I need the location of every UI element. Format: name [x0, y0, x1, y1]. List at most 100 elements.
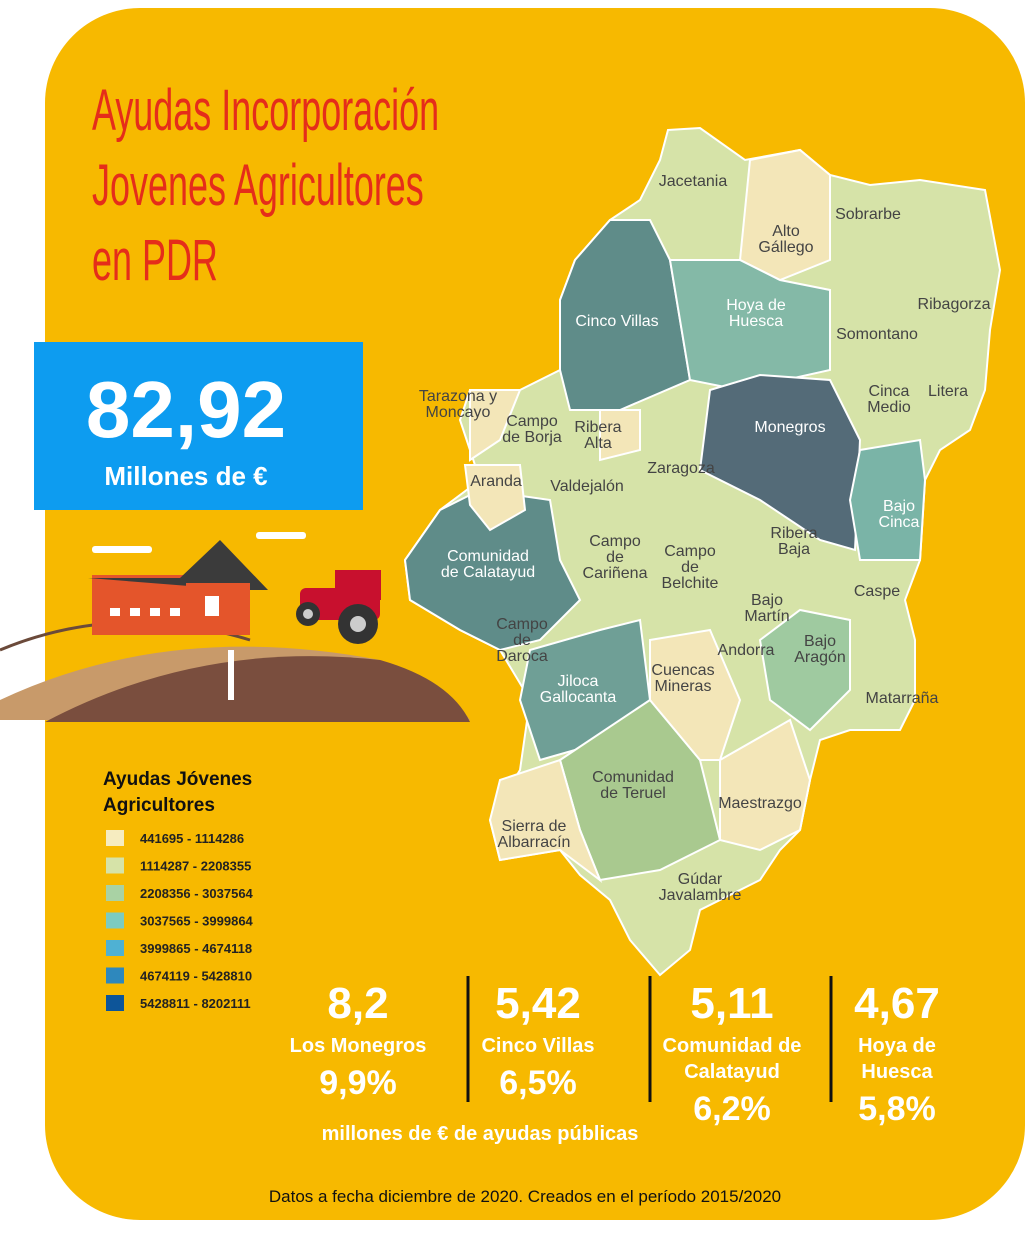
legend: Ayudas Jóvenes Agricultores 441695 - 11142… — [103, 769, 254, 1011]
stat-share: 5,8% — [858, 1090, 936, 1128]
region-label: Gúdar — [678, 871, 723, 888]
stat-value: 5,42 — [495, 979, 581, 1028]
region-shape — [758, 608, 851, 732]
region-label: Cariñena — [583, 565, 648, 582]
region-label: Somontano — [836, 326, 918, 343]
region-shape — [848, 438, 927, 561]
region-shape — [463, 464, 527, 532]
stat-share: 6,2% — [693, 1090, 771, 1128]
region-label: de Calatayud — [441, 564, 535, 581]
region-label: Gállego — [758, 239, 813, 256]
map — [403, 126, 1002, 977]
title-line: en PDR — [92, 228, 218, 293]
legend-swatch — [106, 885, 124, 901]
stat-name: Cinco Villas — [481, 1035, 594, 1057]
region-label: Maestrazgo — [718, 795, 802, 812]
legend-label: 2208356 - 3037564 — [140, 886, 254, 901]
region-label: de — [681, 559, 699, 576]
region-label: Belchite — [662, 575, 719, 592]
region-label: Campo — [506, 413, 558, 430]
stat-name: Comunidad de — [663, 1035, 802, 1057]
stat-name: Calatayud — [684, 1061, 780, 1083]
total-unit: Millones de € — [104, 461, 267, 491]
region-shape — [403, 488, 582, 652]
legend-swatch — [106, 967, 124, 984]
region-label: Sierra de — [502, 818, 567, 835]
region-label: Bajo — [804, 633, 836, 650]
legend-label: 1114287 - 2208355 — [140, 859, 251, 874]
legend-swatch — [106, 857, 124, 874]
region-label: Bajo — [883, 498, 915, 515]
title-line: Jovenes Agricultores — [92, 153, 424, 218]
stat-name: Los Monegros — [290, 1035, 427, 1057]
region-label: Javalambre — [659, 887, 742, 904]
region-label: Bajo — [751, 592, 783, 609]
stat-value: 8,2 — [327, 979, 388, 1028]
legend-swatch — [106, 940, 124, 956]
region-label: Martín — [744, 608, 789, 625]
region-label: Huesca — [729, 313, 783, 330]
region-label: Gallocanta — [540, 689, 617, 706]
region-label: Jiloca — [558, 673, 599, 690]
legend-swatch — [106, 995, 124, 1011]
legend-label: 441695 - 1114286 — [140, 831, 244, 846]
region-label: Aragón — [794, 649, 846, 666]
region-label: Moncayo — [426, 404, 491, 421]
stat-value: 5,11 — [690, 979, 773, 1028]
region-label: Cinco Villas — [575, 313, 658, 330]
region-label: Andorra — [718, 642, 775, 659]
total-box — [34, 342, 363, 510]
region-label: Hoya de — [726, 297, 786, 314]
total-value: 82,92 — [86, 365, 286, 454]
region-label: Alta — [584, 435, 612, 452]
region-shape — [559, 219, 692, 411]
legend-title: Ayudas Jóvenes — [103, 769, 252, 790]
region-label: Sobrarbe — [835, 206, 901, 223]
region-label: Comunidad — [447, 548, 529, 565]
region-label: Cinca — [879, 514, 920, 531]
region-label: Mineras — [655, 678, 712, 695]
region-label: Baja — [778, 541, 810, 558]
stat-value: 4,67 — [854, 979, 940, 1028]
region-shape — [668, 259, 831, 392]
stat-name: Huesca — [861, 1061, 933, 1083]
region-label: Campo — [664, 543, 716, 560]
region-label: Valdejalón — [550, 478, 624, 495]
legend-label: 3999865 - 4674118 — [140, 941, 252, 956]
region-shape — [698, 373, 862, 552]
region-label: de — [513, 632, 531, 649]
farm-illustration — [0, 532, 470, 722]
title: Ayudas Incorporación Jovenes Agricultores… — [92, 78, 439, 293]
region-label: Comunidad — [592, 769, 674, 786]
legend-title: Agricultores — [103, 795, 215, 816]
legend-label: 4674119 - 5428810 — [140, 969, 252, 984]
region-label: Caspe — [854, 583, 900, 600]
region-label: Ribera — [770, 525, 817, 542]
title-line: Ayudas Incorporación — [92, 78, 439, 143]
legend-label: 3037565 - 3999864 — [140, 914, 254, 929]
region-label: Ribagorza — [918, 296, 991, 313]
legend-swatch — [106, 912, 124, 929]
stats-note: millones de € de ayudas públicas — [322, 1123, 639, 1145]
stats: 8,2 Los Monegros 9,9% 5,42 Cinco Villas 6,5% 5… — [290, 976, 940, 1128]
legend-label: 5428811 - 8202111 — [140, 996, 251, 1011]
region-label: Ribera — [574, 419, 621, 436]
region-label: Cinca — [869, 383, 910, 400]
stat-share: 9,9% — [319, 1064, 397, 1102]
legend-swatch — [106, 830, 124, 846]
region-label: Aranda — [470, 473, 522, 490]
region-shape — [738, 148, 831, 282]
region-label: Jacetania — [659, 173, 728, 190]
region-label: de Borja — [502, 429, 562, 446]
region-label: Zaragoza — [647, 460, 715, 477]
region-label: Albarracín — [498, 834, 571, 851]
region-label: de — [606, 549, 624, 566]
region-label: Tarazona y — [419, 388, 497, 405]
region-label: Cuencas — [651, 662, 714, 679]
region-label: Daroca — [496, 648, 548, 665]
region-label: de Teruel — [600, 785, 666, 802]
region-label: Matarraña — [866, 690, 939, 707]
region-shape — [469, 389, 522, 462]
